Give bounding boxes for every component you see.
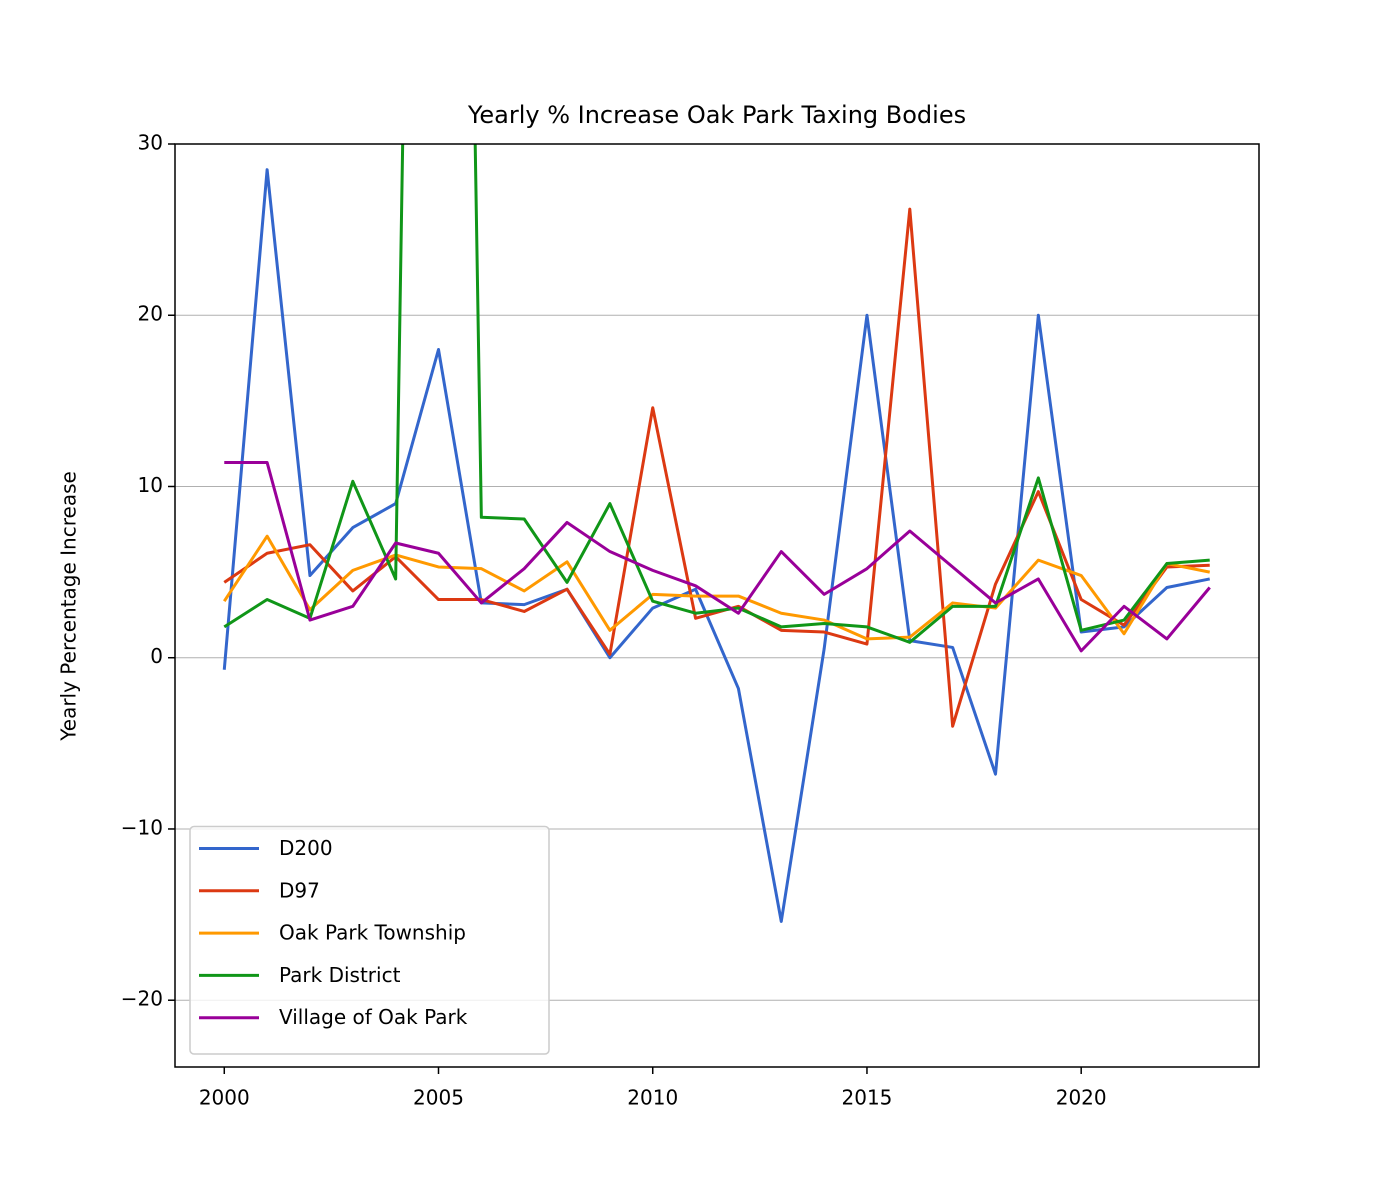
series-line xyxy=(223,144,1210,644)
legend-label: Village of Oak Park xyxy=(279,1005,468,1029)
y-tick-label: 10 xyxy=(138,473,163,497)
y-tick-label: −20 xyxy=(121,987,163,1011)
y-tick-label: 30 xyxy=(138,131,163,155)
legend-label: Oak Park Township xyxy=(279,921,466,945)
series-line xyxy=(223,534,1211,641)
y-tick-label: −10 xyxy=(121,815,163,839)
legend-label: D97 xyxy=(279,878,320,902)
y-tick-label: 0 xyxy=(150,644,163,668)
series-line xyxy=(223,207,1210,728)
legend-box xyxy=(189,825,550,1055)
x-tick-label: 2005 xyxy=(413,1086,464,1110)
series-line xyxy=(222,168,1211,923)
x-tick-label: 2020 xyxy=(1056,1086,1107,1110)
x-tick-label: 2010 xyxy=(627,1086,678,1110)
series-line xyxy=(224,461,1211,653)
legend-label: D200 xyxy=(279,836,333,860)
chart-title: Yearly % Increase Oak Park Taxing Bodies xyxy=(467,101,966,129)
plot-frame xyxy=(174,143,1260,1068)
x-tick-label: 2000 xyxy=(199,1086,250,1110)
y-tick-label: 20 xyxy=(138,302,163,326)
y-axis-label: Yearly Percentage Increase xyxy=(57,471,81,742)
plot-lines xyxy=(222,144,1211,923)
x-tick-label: 2015 xyxy=(842,1086,893,1110)
legend-label: Park District xyxy=(279,963,401,987)
